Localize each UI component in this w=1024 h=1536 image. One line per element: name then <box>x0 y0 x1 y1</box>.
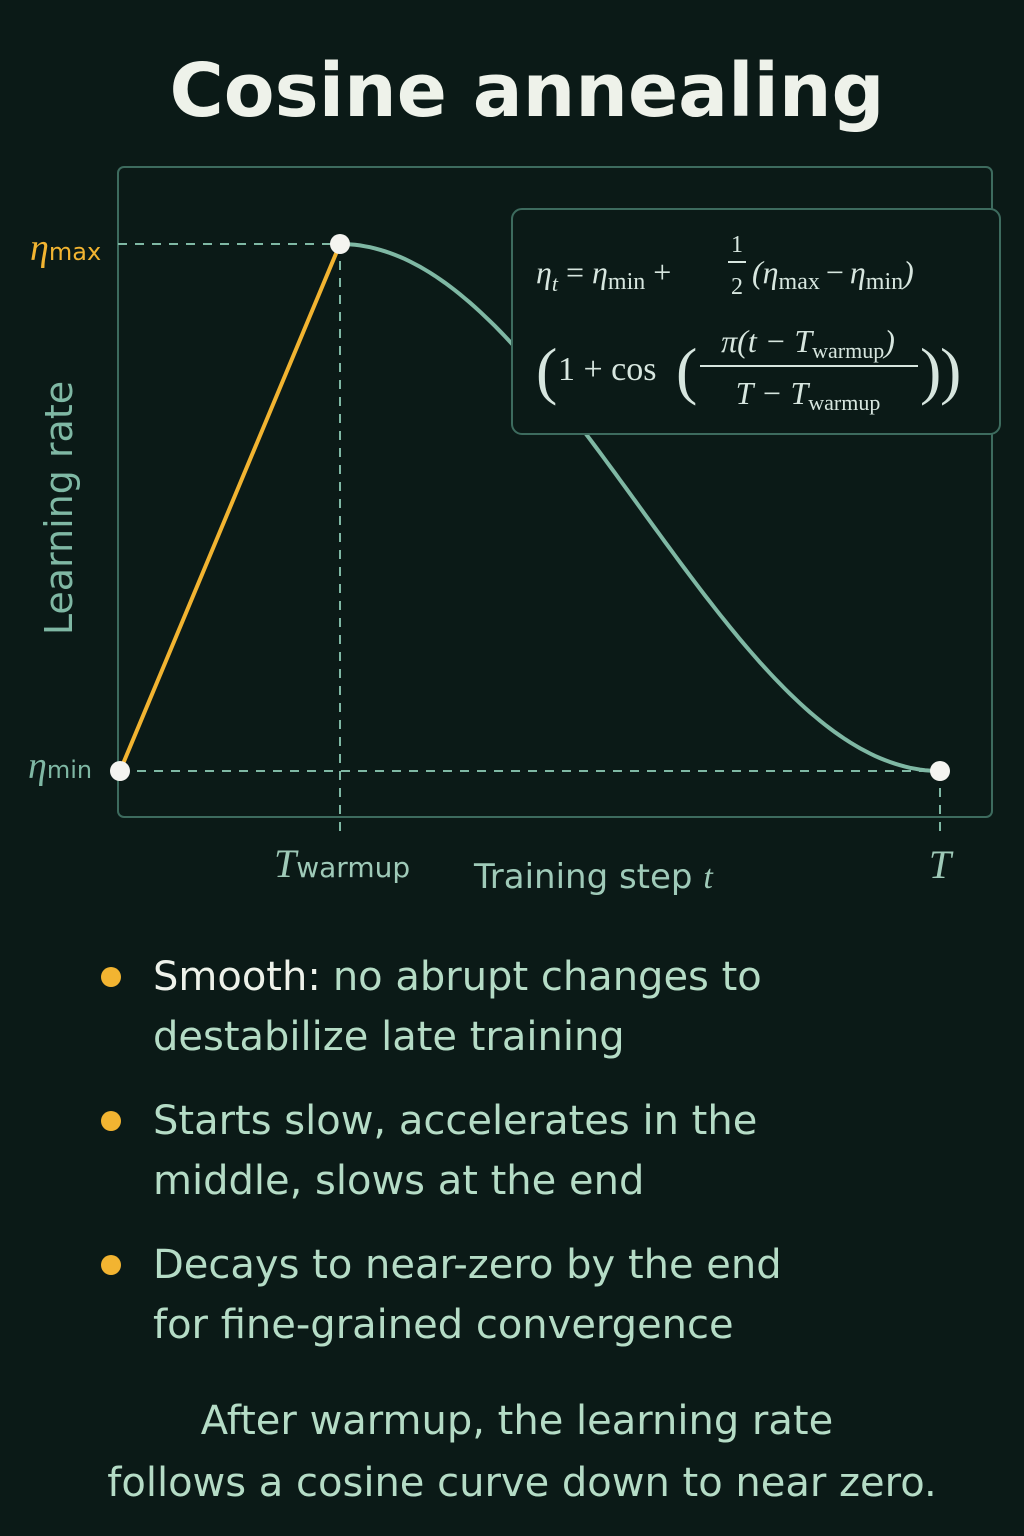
bullet-text: destabilize late training <box>153 1014 625 1060</box>
start-point <box>110 761 130 781</box>
f: η <box>850 254 866 290</box>
inner-den: T − Twarmup <box>736 375 881 415</box>
title: Cosine annealing <box>170 48 885 134</box>
bullet-line: Decays to near-zero by the end <box>153 1242 782 1288</box>
plot-frame <box>117 166 993 818</box>
bullet-text: for fine-grained convergence <box>153 1302 734 1348</box>
bullet-text: Decays to near-zero by the end <box>153 1242 782 1288</box>
end-tick-label: T <box>929 842 954 887</box>
f: − <box>826 254 844 290</box>
eta-min-label: ηmin <box>28 745 92 787</box>
symbol: η <box>30 227 49 269</box>
formula-box <box>511 208 1001 435</box>
big-paren: ( <box>536 335 557 406</box>
f: η <box>592 254 608 290</box>
bullet-line: for fine-grained convergence <box>153 1302 734 1348</box>
warmup-line <box>118 243 342 772</box>
f: + <box>653 254 671 290</box>
f: warmup <box>808 390 880 415</box>
bullet-lead: Smooth: <box>153 954 321 1000</box>
cosine-curve <box>339 242 941 773</box>
formula-line-1b: (ηmax − ηmin) <box>752 254 914 295</box>
formula: ηt = ηmin + 1 2 (ηmax − ηmin) ( 1 + cos ( π(t… <box>536 232 961 415</box>
subscript: max <box>49 238 101 266</box>
f: min <box>608 269 645 295</box>
bullet-line: Smooth: no abrupt changes to <box>153 954 762 1000</box>
bullet-text: Starts slow, accelerates in the <box>153 1098 757 1144</box>
f: ) <box>882 323 895 359</box>
f: T − T <box>736 375 811 411</box>
symbol: η <box>28 745 47 787</box>
frac-den: 2 <box>731 274 743 300</box>
f: t <box>552 271 559 296</box>
one-plus-cos: 1 + cos <box>558 351 657 388</box>
y-axis-label: Learning rate <box>37 381 81 635</box>
f: ) <box>901 254 914 290</box>
warmup-tick-label: Twarmup <box>274 841 410 886</box>
label-text: Training step <box>473 857 703 897</box>
f: warmup <box>812 338 884 363</box>
subscript: warmup <box>296 851 410 884</box>
big-paren: ) <box>940 335 961 406</box>
frac-num: 1 <box>731 232 743 258</box>
bullet-line: middle, slows at the end <box>153 1158 644 1204</box>
peak-point <box>330 234 350 254</box>
bullet-dot <box>101 967 121 987</box>
caption-line: After warmup, the learning rate <box>201 1398 833 1444</box>
bullet-line: Starts slow, accelerates in the <box>153 1098 757 1144</box>
bullet-dot <box>101 1255 121 1275</box>
eta-max-label: ηmax <box>30 227 101 269</box>
big-paren: ) <box>920 335 941 406</box>
bullet-list: Smooth: no abrupt changes to destabilize l… <box>101 954 782 1348</box>
bullet-text: middle, slows at the end <box>153 1158 644 1204</box>
f: η <box>536 254 552 290</box>
end-point <box>930 761 950 781</box>
subscript: min <box>47 756 92 784</box>
inner-num: π(t − Twarmup) <box>721 323 895 363</box>
bullet-text: no abrupt changes to <box>333 954 762 1000</box>
bullet-dot <box>101 1111 121 1131</box>
caption-line: follows a cosine curve down to near zero… <box>107 1460 936 1506</box>
f: min <box>866 269 903 295</box>
symbol: T <box>274 841 299 886</box>
x-axis-label: Training step t <box>473 857 714 897</box>
f: (η <box>752 254 779 290</box>
big-paren: ( <box>676 335 697 406</box>
label-var: t <box>703 859 714 896</box>
formula-line-1: ηt = ηmin + <box>536 254 671 296</box>
f: π(t − T <box>721 323 814 359</box>
f: max <box>779 269 820 295</box>
bullet-line: destabilize late training <box>153 1014 625 1060</box>
f: = <box>566 254 584 290</box>
